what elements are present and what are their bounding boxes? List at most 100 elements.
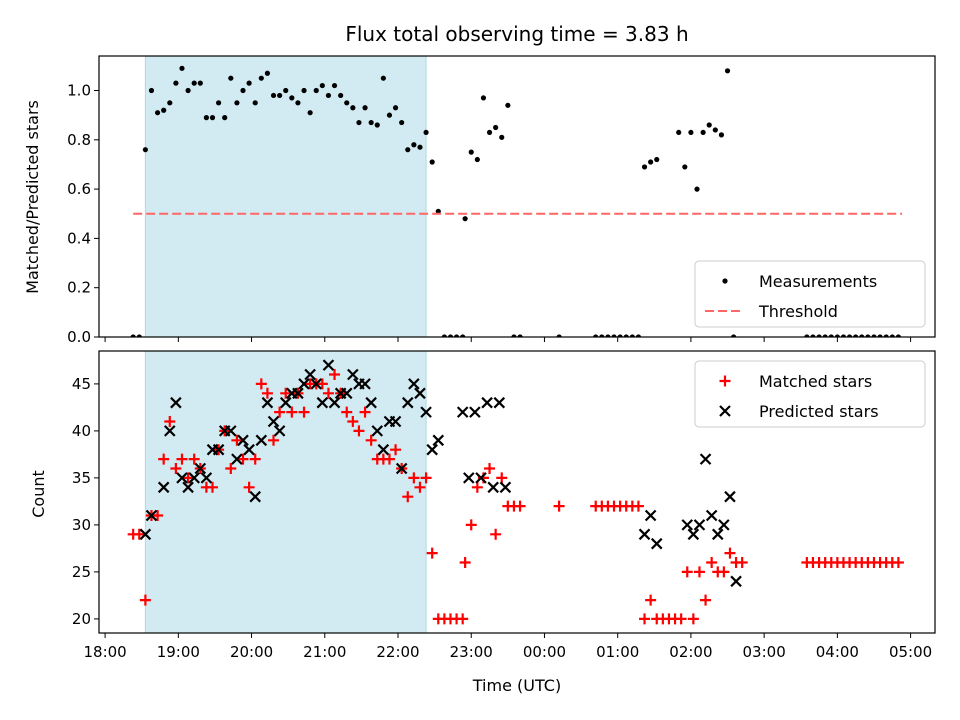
measurements-point — [301, 87, 307, 94]
top-panel: 0.0 0.2 0.4 0.6 0.8 1.0 Measurements Threshold — [67, 55, 936, 346]
measurements-point — [447, 334, 454, 337]
measurements-point — [246, 80, 252, 86]
measurements-point — [605, 334, 611, 337]
matched-stars-point — [700, 594, 712, 606]
measurements-point — [623, 334, 629, 337]
predicted-stars-point — [705, 509, 718, 522]
predicted-stars-point — [273, 425, 286, 437]
matched-stars-point — [249, 453, 261, 465]
predicted-stars-point — [157, 481, 170, 494]
bottom-x-tick-label: 22:00 — [376, 643, 419, 661]
matched-stars-point — [459, 557, 471, 568]
matched-stars-point — [316, 378, 328, 390]
matched-stars-point — [152, 510, 164, 521]
measurements-point — [313, 87, 319, 94]
measurements-point — [499, 134, 505, 140]
bottom-x-tick-label: 19:00 — [157, 643, 200, 661]
matched-stars-point — [225, 463, 237, 474]
matched-stars-point — [390, 444, 402, 456]
matched-stars-point — [408, 472, 420, 484]
top-y-axis-label: Matched/Predicted stars — [23, 100, 42, 294]
matched-stars-point — [414, 481, 426, 493]
measurements-point — [700, 129, 706, 136]
predicted-stars-point — [255, 434, 268, 447]
measurements-point — [148, 87, 155, 94]
predicted-stars-point — [487, 481, 499, 494]
measurements-point — [682, 164, 688, 170]
measurements-point — [556, 334, 562, 337]
measurements-point — [136, 334, 142, 337]
measurements-point — [453, 334, 460, 337]
measurements-point — [828, 334, 834, 337]
predicted-stars-point — [395, 462, 408, 475]
bottom-x-tick-label: 02:00 — [669, 643, 712, 661]
matched-stars-point — [329, 369, 341, 380]
matched-stars-point — [182, 472, 194, 484]
predicted-stars-point — [638, 528, 651, 541]
measurements-point — [270, 92, 277, 99]
measurements-legend-marker — [722, 278, 728, 284]
bottom-legend-box — [694, 360, 926, 428]
measurements-legend-label: Measurements — [759, 272, 877, 291]
matched-stars-point — [681, 566, 693, 578]
measurements-point — [810, 334, 816, 337]
matched-stars-point — [490, 528, 502, 540]
predicted-stars-point — [176, 472, 188, 484]
measurements-point — [380, 75, 386, 81]
measurements-point — [706, 122, 712, 128]
measurements-point — [859, 334, 865, 337]
matched-stars-point — [231, 434, 243, 446]
measurements-point — [599, 334, 605, 337]
measurements-point — [712, 127, 718, 133]
measurements-point — [277, 92, 283, 99]
measurements-point — [338, 92, 344, 99]
measurements-point — [154, 110, 161, 116]
measurements-point — [641, 164, 648, 170]
bottom-y-tick-label: 20 — [72, 610, 91, 628]
predicted-stars-point — [188, 472, 200, 484]
measurements-point — [344, 100, 350, 106]
measurements-point — [724, 68, 731, 74]
measurements-point — [593, 334, 599, 337]
top-y-tick-label: 1.0 — [67, 82, 91, 100]
bottom-legend: Matched stars Predicted stars — [694, 360, 926, 428]
top-y-tick-label: 0.4 — [67, 229, 91, 247]
predicted-stars-point — [693, 519, 706, 531]
bottom-y-tick-label: 35 — [72, 469, 91, 487]
measurements-point — [493, 124, 499, 131]
measurements-point — [222, 115, 228, 121]
predicted-stars-point — [499, 481, 512, 494]
top-legend-box — [694, 260, 926, 328]
predicted-stars-point — [316, 396, 329, 409]
measurements-point — [889, 334, 895, 337]
predicted-stars-point — [292, 387, 304, 400]
predicted-stars-point — [456, 406, 469, 418]
predicted-stars-point — [377, 443, 390, 456]
matched-stars-point — [718, 566, 730, 578]
top-data — [130, 65, 903, 337]
measurements-point — [505, 102, 511, 108]
matched-stars-point — [268, 434, 280, 446]
matched-stars-point — [514, 500, 526, 512]
measurements-point — [895, 334, 901, 337]
matched-stars-legend-marker — [719, 375, 731, 387]
matched-stars-point — [457, 613, 469, 625]
x-axis-label: Time (UTC) — [472, 676, 561, 695]
matched-stars-point — [359, 406, 371, 418]
bottom-y-tick-label: 30 — [72, 516, 91, 534]
predicted-stars-point — [371, 425, 384, 437]
matched-stars-point — [298, 406, 310, 418]
matched-stars-point — [465, 519, 477, 531]
predicted-stars-point — [644, 509, 657, 522]
predicted-stars-point — [420, 406, 432, 418]
measurements-point — [356, 119, 362, 126]
measurements-point — [840, 334, 847, 337]
matched-stars-point — [639, 613, 651, 625]
measurements-point — [834, 334, 840, 337]
measurements-point — [252, 100, 258, 106]
top-axes-frame — [98, 55, 936, 338]
measurements-point — [517, 334, 523, 337]
measurements-point — [718, 132, 725, 138]
top-legend: Measurements Threshold — [694, 260, 926, 328]
matched-stars-point — [347, 416, 359, 427]
